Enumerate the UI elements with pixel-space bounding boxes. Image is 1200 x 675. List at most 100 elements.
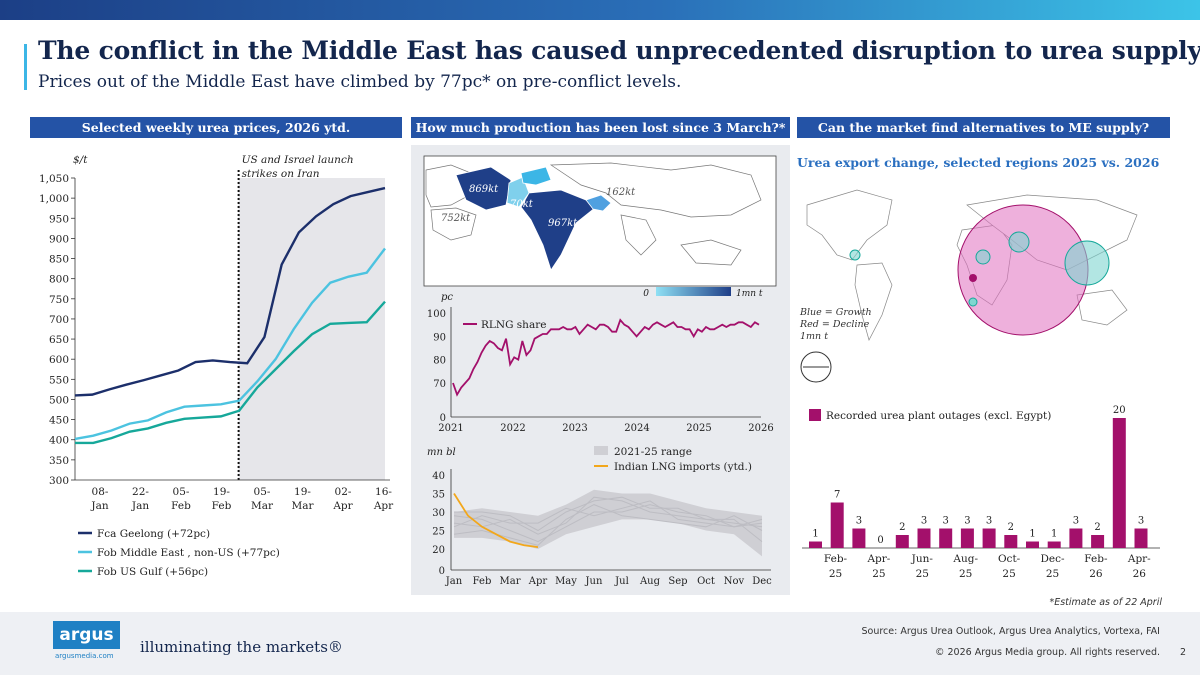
outages-x-tick-label: Apr- bbox=[866, 553, 890, 565]
bubble-egypt-decline bbox=[969, 274, 977, 282]
outage-bar bbox=[1004, 535, 1018, 548]
lng-range-line bbox=[453, 504, 763, 546]
map-scale-max: 1mn t bbox=[736, 289, 763, 299]
x-tick-label: Feb bbox=[171, 500, 191, 512]
outages-x-tick-label: Feb- bbox=[1084, 553, 1108, 565]
middle-panel-title: How much production has been lost since … bbox=[411, 117, 790, 138]
map-label-bangladesh: 162kt bbox=[606, 187, 636, 198]
map-color-scale bbox=[656, 287, 731, 296]
y-tick-label: 400 bbox=[49, 435, 69, 447]
bubble-legend-growth: Blue = Growth bbox=[799, 307, 872, 318]
x-tick-label: Jan bbox=[90, 500, 108, 512]
x-tick-label: 19- bbox=[213, 486, 230, 498]
outage-bar-value: 0 bbox=[877, 535, 883, 546]
y-tick-label: 350 bbox=[49, 455, 69, 467]
bubble-legend-decline: Red = Decline bbox=[799, 319, 870, 330]
lng-y-tick-label: 25 bbox=[432, 527, 445, 538]
rlng-y-tick-label: 80 bbox=[433, 356, 446, 367]
y-tick-label: 550 bbox=[49, 374, 69, 386]
outages-x-tick-label: Oct- bbox=[998, 553, 1021, 565]
map-label-saudi: 752kt bbox=[441, 213, 471, 224]
lng-y-tick-label: 35 bbox=[432, 490, 445, 501]
outage-bar bbox=[917, 528, 931, 548]
legend-label: Fob Middle East , non-US (+77pc) bbox=[97, 547, 280, 559]
legend-label: Fob US Gulf (+56pc) bbox=[97, 566, 208, 578]
lng-x-tick-label: Aug bbox=[639, 576, 661, 587]
rlng-y-unit: pc bbox=[441, 292, 453, 303]
x-tick-label: 22- bbox=[132, 486, 149, 498]
outage-bar-value: 3 bbox=[856, 516, 862, 527]
outages-x-tick-label: Aug- bbox=[952, 553, 978, 565]
rlng-x-tick-label: 2025 bbox=[686, 423, 711, 434]
bubble-map-title: Urea export change, selected regions 202… bbox=[797, 155, 1160, 170]
lng-x-tick-label: Feb bbox=[473, 576, 492, 587]
map-iran bbox=[455, 166, 512, 211]
outage-bar-value: 1 bbox=[1029, 529, 1035, 540]
outages-x-tick-label: 26 bbox=[1089, 568, 1103, 580]
lng-range-band bbox=[454, 489, 762, 557]
outage-bar bbox=[960, 528, 974, 548]
rlng-x-tick-label: 2022 bbox=[500, 423, 525, 434]
map-scale-min: 0 bbox=[643, 289, 649, 299]
rlng-series-line bbox=[452, 318, 760, 397]
outage-bar-value: 3 bbox=[921, 516, 927, 527]
lng-x-tick-label: Jan bbox=[445, 576, 463, 587]
title-accent-line bbox=[24, 44, 27, 90]
outage-bar bbox=[830, 502, 844, 548]
outages-x-tick-label: 26 bbox=[1133, 568, 1147, 580]
outages-legend-swatch bbox=[809, 409, 821, 421]
estimate-note: *Estimate as of 22 April bbox=[1049, 597, 1162, 608]
outage-bar bbox=[1047, 541, 1061, 548]
outage-bar-value: 3 bbox=[1138, 516, 1144, 527]
outage-bar bbox=[895, 535, 909, 548]
argus-logo[interactable] bbox=[53, 621, 120, 649]
y-tick-label: 700 bbox=[49, 314, 69, 326]
outages-x-tick-label: Jun- bbox=[911, 553, 934, 565]
y-tick-label: 800 bbox=[49, 274, 69, 286]
y-tick-label: 450 bbox=[49, 415, 69, 427]
map-india bbox=[520, 189, 597, 271]
outage-bar-value: 3 bbox=[943, 516, 949, 527]
y-axis-unit: $/t bbox=[73, 154, 88, 166]
outage-bar-value: 20 bbox=[1113, 405, 1126, 416]
x-tick-label: Jan bbox=[131, 500, 149, 512]
lng-x-tick-label: Jul bbox=[614, 576, 629, 587]
outages-x-tick-label: 25 bbox=[829, 568, 842, 580]
x-tick-label: Mar bbox=[291, 500, 314, 512]
middle-charts: 869kt 70kt 752kt 967kt 162kt 0 1mn t pc 0… bbox=[411, 145, 790, 595]
outage-bar bbox=[1134, 528, 1148, 548]
y-tick-label: 950 bbox=[49, 213, 69, 225]
bubble-legend-size: 1mn t bbox=[800, 331, 828, 342]
lng-y-tick-label: 40 bbox=[432, 471, 445, 482]
y-tick-label: 750 bbox=[49, 294, 69, 306]
map-land-arabia bbox=[430, 207, 477, 241]
outage-bar bbox=[809, 541, 822, 548]
production-loss-map: 869kt 70kt 752kt 967kt 162kt 0 1mn t bbox=[423, 155, 777, 299]
lng-legend-range-label: 2021-25 range bbox=[614, 446, 692, 458]
outage-bar-value: 3 bbox=[1073, 516, 1079, 527]
rlng-y-tick-label: 0 bbox=[440, 413, 446, 424]
outage-bar bbox=[939, 528, 953, 548]
post-conflict-shading bbox=[238, 178, 385, 480]
outages-legend-label: Recorded urea plant outages (excl. Egypt… bbox=[826, 410, 1051, 422]
y-tick-label: 1,000 bbox=[39, 193, 69, 205]
outages-x-tick-label: Dec- bbox=[1040, 553, 1065, 565]
lng-imports-line bbox=[453, 493, 539, 549]
y-tick-label: 900 bbox=[49, 233, 69, 245]
y-tick-label: 500 bbox=[49, 394, 69, 406]
outages-x-tick-label: 25 bbox=[1046, 568, 1059, 580]
rlng-y-tick-label: 70 bbox=[433, 379, 446, 390]
argus-logo-url: argusmedia.com bbox=[55, 652, 114, 660]
x-tick-label: 19- bbox=[294, 486, 311, 498]
rlng-x-tick-label: 2023 bbox=[562, 423, 587, 434]
lng-range-line bbox=[453, 500, 763, 528]
x-tick-label: Feb bbox=[212, 500, 232, 512]
outages-x-tick-label: 25 bbox=[872, 568, 885, 580]
x-tick-label: Mar bbox=[251, 500, 274, 512]
outages-x-tick-label: 25 bbox=[1002, 568, 1015, 580]
lng-x-tick-label: May bbox=[555, 576, 577, 587]
outage-bar-value: 2 bbox=[1008, 522, 1014, 533]
y-tick-label: 650 bbox=[49, 334, 69, 346]
map-label-iran: 869kt bbox=[469, 184, 499, 195]
outages-x-tick-label: Feb- bbox=[824, 553, 848, 565]
